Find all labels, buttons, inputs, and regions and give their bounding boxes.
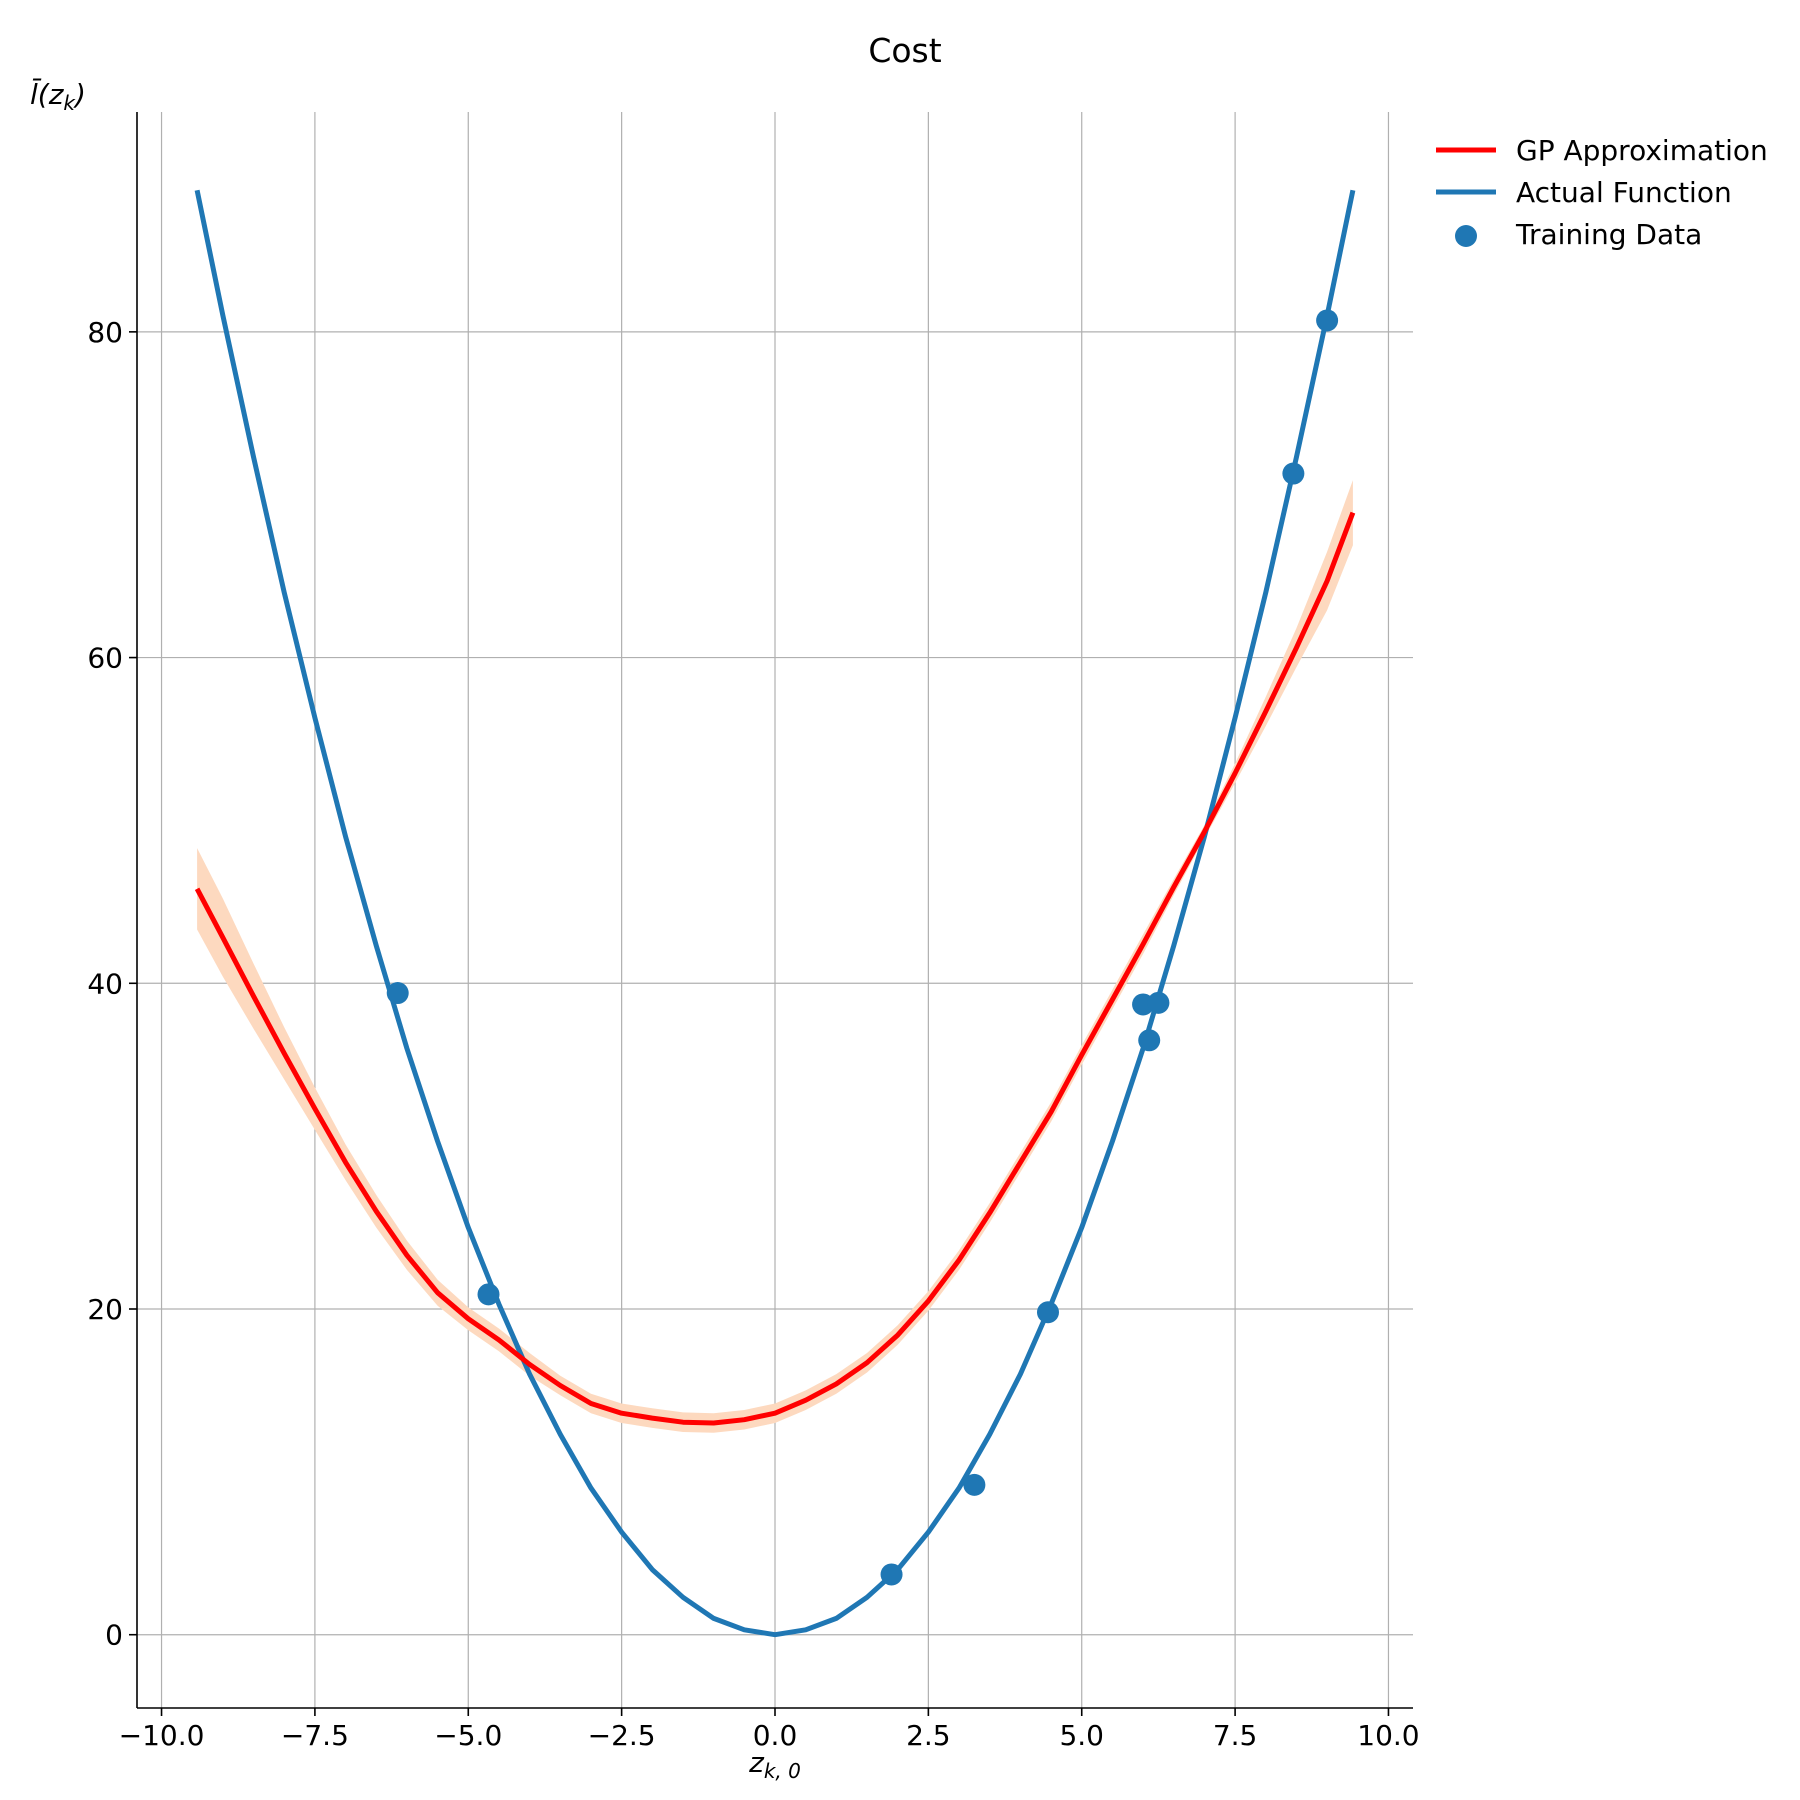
legend: GP Approximation Actual Function Training … [1436, 134, 1768, 251]
training-point-8 [1282, 462, 1305, 485]
gp-approximation-line [194, 511, 1356, 1426]
y-tick-label-4: 80 [87, 316, 123, 349]
legend-label-gp-approximation: GP Approximation [1516, 134, 1768, 167]
actual-function-line [194, 189, 1356, 1638]
training-points [386, 309, 1339, 1586]
x-tick-label-3: −2.5 [588, 1719, 656, 1752]
y-tick-label-2: 40 [87, 967, 123, 1000]
series-lines [194, 189, 1356, 1638]
grid-lines [137, 112, 1413, 1708]
y-axis-label: l̄(zk) [30, 77, 86, 115]
legend-label-training-data: Training Data [1515, 218, 1702, 251]
training-point-4 [1036, 1301, 1059, 1324]
x-tick-label-1: −7.5 [281, 1719, 349, 1752]
training-point-2 [880, 1563, 903, 1586]
x-tick-label-7: 7.5 [1213, 1719, 1258, 1752]
x-tick-label-5: 2.5 [906, 1719, 951, 1752]
y-tick-label-0: 0 [105, 1619, 123, 1652]
x-tick-label-0: −10.0 [119, 1719, 205, 1752]
training-point-7 [1147, 991, 1170, 1014]
training-point-3 [963, 1473, 986, 1496]
training-point-1 [477, 1283, 500, 1306]
legend-marker-training-data [1455, 225, 1477, 247]
chart-title: Cost [868, 31, 941, 70]
x-tick-label-4: 0.0 [753, 1719, 798, 1752]
y-tick-label-1: 20 [87, 1293, 123, 1326]
y-axis-ticks: 0 20 40 60 80 [87, 316, 137, 1652]
x-tick-label-6: 5.0 [1059, 1719, 1104, 1752]
x-axis-ticks: −10.0 −7.5 −5.0 −2.5 0.0 2.5 5.0 7.5 10.0 [119, 1708, 1420, 1752]
training-point-0 [386, 982, 409, 1005]
legend-label-actual-function: Actual Function [1516, 176, 1732, 209]
training-point-6 [1138, 1029, 1161, 1052]
x-tick-label-8: 10.0 [1357, 1719, 1419, 1752]
training-point-9 [1316, 309, 1339, 332]
x-tick-label-2: −5.0 [434, 1719, 502, 1752]
y-tick-label-3: 60 [87, 642, 123, 675]
